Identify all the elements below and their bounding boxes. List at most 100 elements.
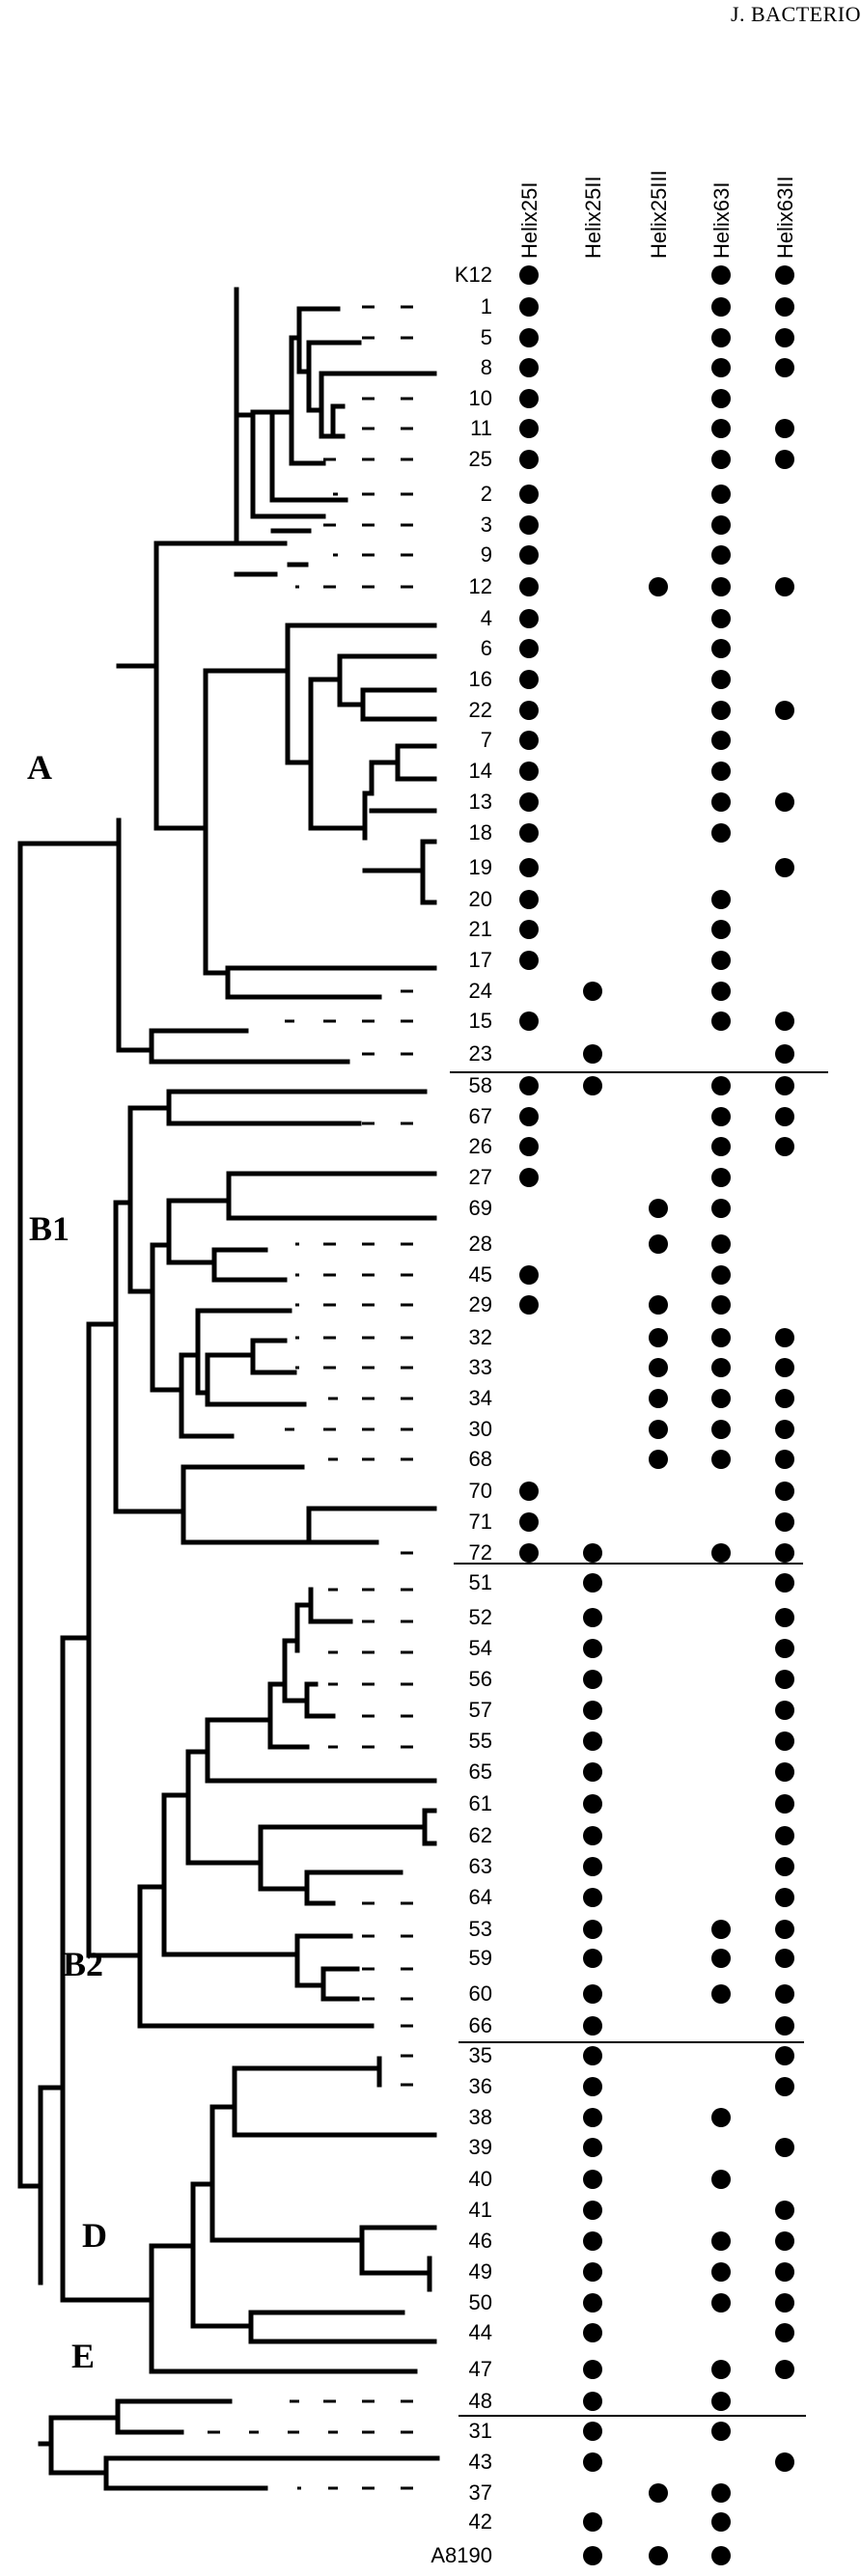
strain-label: 28 bbox=[468, 1232, 492, 1256]
presence-dot bbox=[711, 1389, 731, 1408]
strain-label: 43 bbox=[468, 2450, 492, 2474]
presence-dot bbox=[649, 577, 668, 596]
presence-dot bbox=[711, 577, 731, 596]
presence-dot bbox=[519, 762, 539, 781]
presence-dot bbox=[649, 1450, 668, 1469]
presence-dot bbox=[775, 2293, 794, 2313]
presence-dot bbox=[519, 328, 539, 347]
presence-dot bbox=[583, 2546, 602, 2565]
strain-label: 26 bbox=[468, 1134, 492, 1158]
presence-dot bbox=[775, 2360, 794, 2379]
strain-label: 6 bbox=[480, 636, 492, 660]
presence-dot bbox=[519, 792, 539, 812]
presence-dot bbox=[711, 1168, 731, 1187]
presence-dot bbox=[711, 982, 731, 1001]
strain-label: 50 bbox=[468, 2290, 492, 2314]
strain-label: 49 bbox=[468, 2259, 492, 2284]
presence-dot bbox=[583, 2108, 602, 2127]
column-header-label: Helix63II bbox=[773, 176, 797, 259]
strain-label: 34 bbox=[468, 1386, 492, 1410]
strain-label: 25 bbox=[468, 447, 492, 471]
presence-dot bbox=[519, 670, 539, 689]
presence-dot bbox=[775, 1044, 794, 1064]
presence-dot bbox=[711, 450, 731, 469]
presence-dot bbox=[711, 419, 731, 438]
presence-dot bbox=[711, 389, 731, 408]
presence-dot bbox=[775, 1358, 794, 1377]
presence-dot bbox=[519, 297, 539, 317]
presence-dot bbox=[775, 1731, 794, 1751]
presence-dot bbox=[711, 1543, 731, 1563]
presence-dot bbox=[711, 1949, 731, 1968]
strain-label: 29 bbox=[468, 1292, 492, 1316]
strain-label: 57 bbox=[468, 1698, 492, 1722]
strain-label: A8190 bbox=[430, 2543, 492, 2567]
strain-label: 7 bbox=[480, 728, 492, 752]
presence-dot bbox=[711, 1107, 731, 1126]
presence-dot bbox=[519, 265, 539, 285]
presence-dot bbox=[583, 2392, 602, 2411]
presence-dot bbox=[583, 1608, 602, 1627]
presence-dot bbox=[711, 297, 731, 317]
presence-dot bbox=[519, 1295, 539, 1315]
strain-label: 5 bbox=[480, 325, 492, 349]
presence-dot bbox=[583, 1044, 602, 1064]
presence-dot bbox=[775, 2323, 794, 2342]
strain-label: 51 bbox=[468, 1570, 492, 1594]
presence-dot bbox=[649, 1389, 668, 1408]
presence-dot bbox=[519, 1512, 539, 1532]
presence-dot bbox=[711, 1328, 731, 1347]
group-separator-line bbox=[450, 1071, 828, 1073]
strain-label: 72 bbox=[468, 1540, 492, 1565]
presence-dot bbox=[711, 1295, 731, 1315]
strain-label: 38 bbox=[468, 2105, 492, 2129]
group-label-b1: B1 bbox=[29, 1209, 70, 1248]
presence-dot bbox=[775, 1011, 794, 1031]
presence-dot bbox=[583, 2138, 602, 2157]
presence-dot bbox=[583, 2077, 602, 2096]
strain-label: 31 bbox=[468, 2419, 492, 2443]
strain-label: 37 bbox=[468, 2480, 492, 2505]
presence-dot bbox=[775, 1328, 794, 1347]
presence-dot bbox=[775, 1450, 794, 1469]
presence-dot bbox=[775, 419, 794, 438]
strain-label: 11 bbox=[470, 416, 492, 440]
presence-dot bbox=[583, 1670, 602, 1689]
presence-dot bbox=[775, 297, 794, 317]
presence-dot bbox=[775, 792, 794, 812]
presence-dot bbox=[583, 2422, 602, 2441]
presence-dot bbox=[711, 2392, 731, 2411]
strain-label: 13 bbox=[468, 789, 492, 814]
strain-label: 69 bbox=[468, 1196, 492, 1220]
presence-dot bbox=[711, 609, 731, 628]
column-header-helix25i: Helix25I bbox=[515, 66, 544, 259]
presence-dot bbox=[519, 419, 539, 438]
presence-dot bbox=[775, 577, 794, 596]
presence-dot bbox=[711, 731, 731, 750]
presence-dot bbox=[519, 450, 539, 469]
presence-dot bbox=[583, 2452, 602, 2472]
strain-label: 67 bbox=[468, 1104, 492, 1128]
strain-label: 71 bbox=[468, 1510, 492, 1534]
presence-dot bbox=[775, 2077, 794, 2096]
presence-dot bbox=[775, 1762, 794, 1782]
presence-dot bbox=[775, 1670, 794, 1689]
strain-label: 48 bbox=[468, 2389, 492, 2413]
presence-dot bbox=[519, 823, 539, 843]
presence-dot bbox=[519, 1543, 539, 1563]
presence-dot bbox=[711, 1265, 731, 1285]
presence-dot bbox=[775, 1420, 794, 1439]
presence-dot bbox=[711, 670, 731, 689]
presence-dot bbox=[649, 1234, 668, 1254]
presence-dot bbox=[775, 1949, 794, 1968]
presence-dot bbox=[519, 358, 539, 377]
presence-dot bbox=[583, 982, 602, 1001]
presence-dot bbox=[775, 1984, 794, 2004]
presence-dot bbox=[775, 1389, 794, 1408]
presence-dot bbox=[583, 2016, 602, 2036]
column-header-helix25ii: Helix25II bbox=[579, 66, 608, 259]
presence-dot bbox=[711, 701, 731, 720]
presence-dot bbox=[583, 1731, 602, 1751]
presence-dot bbox=[775, 1857, 794, 1876]
strain-label: 68 bbox=[468, 1447, 492, 1471]
